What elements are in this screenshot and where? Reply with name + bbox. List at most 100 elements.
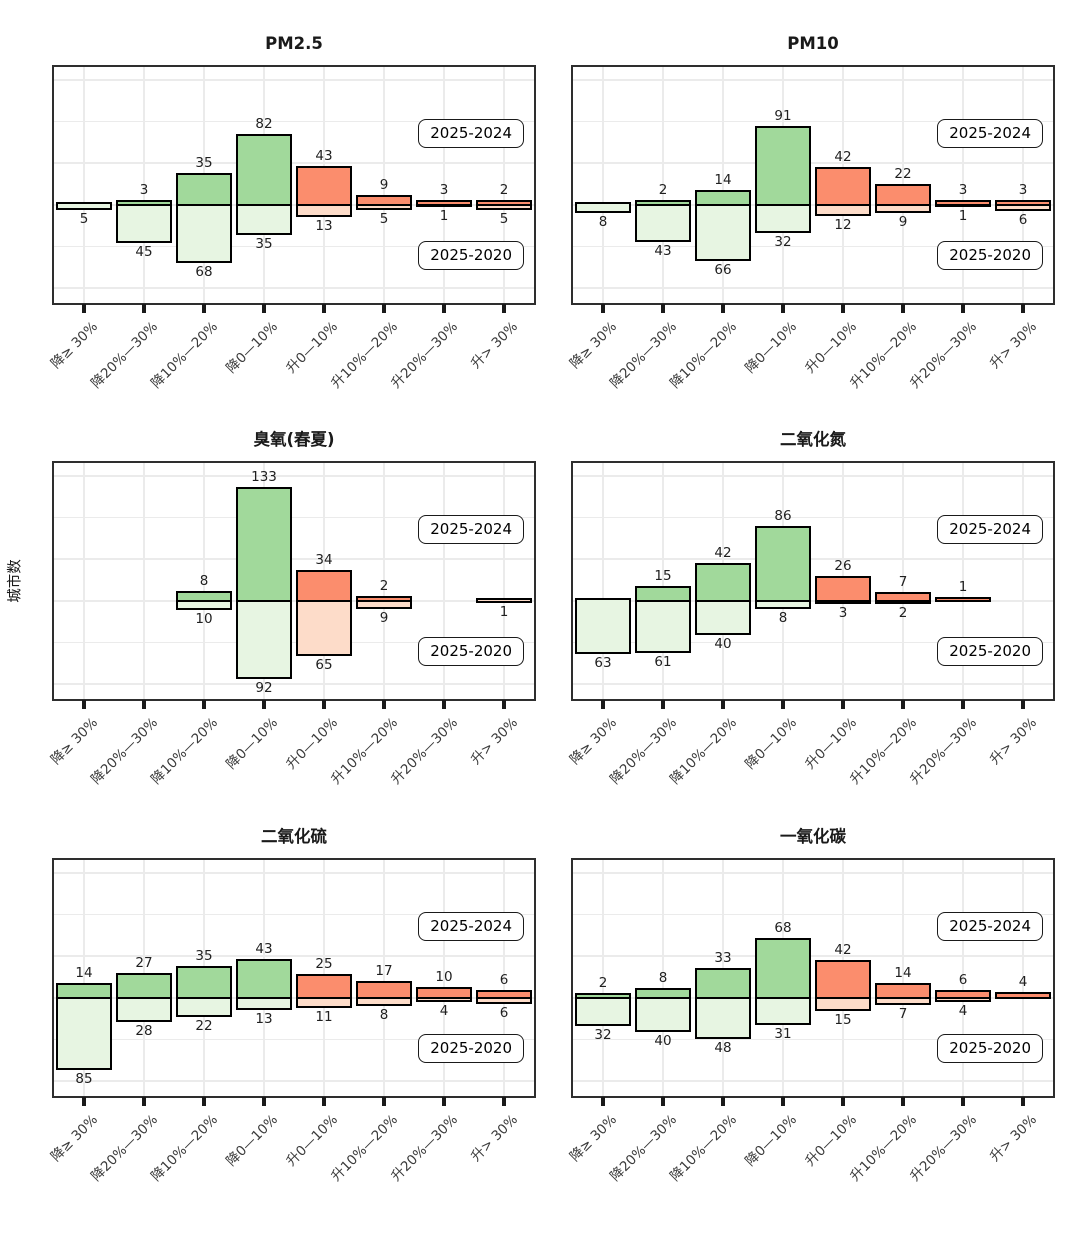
bar-upper [236,133,292,206]
x-tick-label: 降10%—20% [667,714,741,788]
x-tick-mark [781,304,785,313]
value-label-upper: 14 [894,965,912,982]
x-tick-label: 升20%—30% [907,318,981,392]
value-label-lower: 66 [714,261,732,278]
value-label-lower: 13 [315,217,333,234]
x-tick-mark [841,1097,845,1106]
x-tick-mark [442,304,446,313]
x-tick-mark [82,700,86,709]
value-label-lower: 65 [315,657,333,674]
x-tick-label: 升10%—20% [847,318,921,392]
gridline-horizontal [54,558,534,560]
gridline-vertical [503,67,505,303]
value-label-upper: 27 [135,954,153,971]
x-tick-label: 升10%—20% [847,1111,921,1185]
x-tick-label: 升> 30% [467,714,522,768]
bar-upper [695,563,751,602]
bar-upper [815,960,871,999]
legend-box-upper: 2025-2024 [937,515,1043,544]
bar-lower [236,598,292,679]
value-label-upper: 3 [139,181,149,198]
value-label-lower: 9 [898,214,908,231]
bar-upper [296,569,352,602]
value-label-upper: 82 [255,115,273,132]
x-tick-mark [841,700,845,709]
value-label-lower: 8 [598,213,608,230]
value-label-upper: 3 [439,181,449,198]
legend-box-lower: 2025-2020 [418,1034,524,1063]
bar-upper [875,592,931,602]
x-tick-label: 降0—10% [223,318,282,377]
chart-panel: 10 8 92 133 65 34 9 2 1 2025-2024 2025-2020 [52,461,536,701]
bar-lower [635,202,691,242]
x-tick-label: 升> 30% [467,318,522,372]
value-label-lower: 7 [898,1005,908,1022]
value-label-lower: 13 [255,1010,273,1027]
panel-title: 二氧化氮 [780,430,846,449]
gridline-vertical [503,860,505,1096]
bar-upper [236,959,292,999]
value-label-upper: 6 [958,972,968,988]
value-label-lower: 6 [499,1004,509,1021]
chart-panel: 5 45 3 68 35 35 82 13 43 5 9 1 3 5 2 2025-2024 2025-2020 [52,65,536,305]
bar-lower [56,995,112,1070]
bar-upper [476,990,532,999]
bar-upper [815,167,871,206]
bar-upper [356,980,412,999]
x-tick-mark [322,700,326,709]
bar-lower [635,995,691,1033]
value-label-upper: 91 [774,108,792,125]
value-label-lower: 61 [654,653,672,670]
bar-lower [575,995,631,1026]
value-label-lower: 63 [594,655,612,672]
value-label-lower: 43 [654,242,672,259]
bar-lower [296,598,352,657]
x-tick-mark [202,304,206,313]
bar-upper [635,585,691,602]
bar-lower [116,995,172,1023]
gridline-horizontal [54,683,534,685]
x-tick-label: 升10%—20% [328,714,402,788]
value-label-upper: 133 [251,469,277,486]
x-tick-label: 降0—10% [742,318,801,377]
x-tick-label: 降20%—30% [607,318,681,392]
bar-lower [56,202,112,211]
gridline-horizontal [573,683,1053,685]
value-label-upper: 9 [379,176,389,193]
legend-box-lower: 2025-2020 [418,637,524,666]
gridline-vertical [602,67,604,303]
panel-title: 二氧化硫 [261,827,327,846]
gridline-horizontal [573,641,1053,644]
value-label-upper: 35 [195,947,213,964]
value-label-lower: 3 [838,605,848,622]
value-label-upper: 26 [834,558,852,575]
gridline-horizontal [573,162,1053,164]
value-label-upper: 25 [315,956,333,973]
x-tick-mark [382,1097,386,1106]
x-tick-label: 降0—10% [742,714,801,773]
x-tick-mark [1021,304,1025,313]
gridline-vertical [1022,67,1024,303]
bar-upper [995,991,1051,999]
bar-upper [416,986,472,999]
value-label-upper: 8 [199,573,209,590]
bar-upper [176,172,232,206]
value-label-upper: 3 [1018,181,1028,198]
value-label-upper: 4 [1018,973,1028,990]
legend-box-lower: 2025-2020 [937,637,1043,666]
x-tick-label: 降20%—30% [88,1111,162,1185]
x-tick-mark [82,1097,86,1106]
gridline-horizontal [573,997,1053,999]
value-label-upper: 14 [714,172,732,189]
value-label-upper: 42 [834,149,852,165]
x-tick-mark [262,304,266,313]
bar-upper [935,597,991,602]
gridline-vertical [83,463,85,699]
bar-upper [176,965,232,999]
value-label-upper: 34 [315,551,333,568]
bar-upper [416,199,472,206]
value-label-lower: 4 [958,1003,968,1020]
bar-upper [755,126,811,206]
bar-lower [635,598,691,653]
